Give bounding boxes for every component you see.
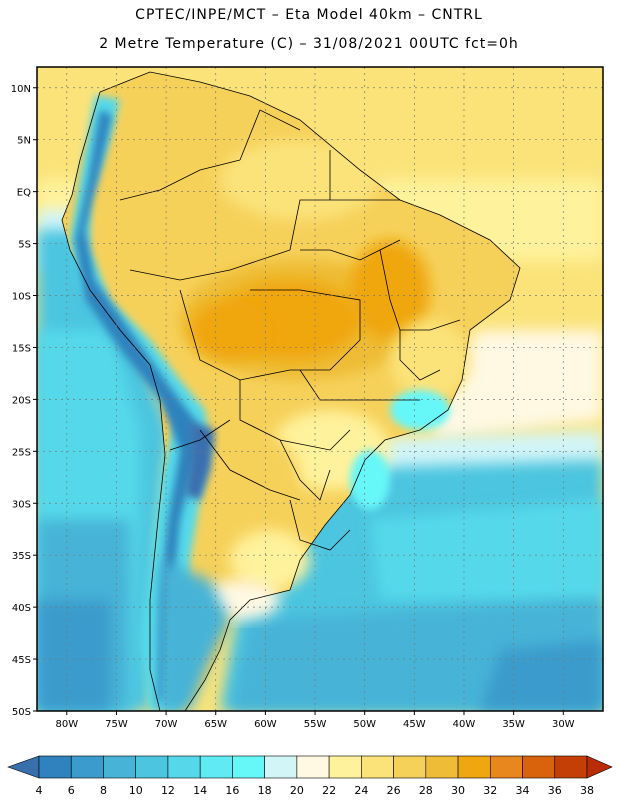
lat-label: 30S — [12, 499, 31, 510]
colorbar-swatch — [328, 755, 362, 779]
colorbar-tick-label: 28 — [419, 784, 433, 797]
colorbar-swatch — [103, 755, 137, 779]
longitude-labels: 80W 75W 70W 65W 60W 55W 50W 45W 40W 35W 30W — [55, 711, 575, 730]
temperature-field — [37, 67, 603, 711]
colorbar-tick-label: 32 — [483, 784, 497, 797]
lat-label: 20S — [12, 395, 31, 406]
lon-label: 40W — [453, 719, 476, 730]
lat-label: 25S — [12, 447, 31, 458]
colorbar-tick-label: 22 — [322, 784, 336, 797]
lat-label: 10S — [12, 292, 31, 303]
colorbar: 4 6 8 10 12 14 16 18 20 22 24 26 28 30 32 34 36 38 — [7, 755, 613, 797]
lat-label: 35S — [12, 551, 31, 562]
lat-label: 40S — [12, 603, 31, 614]
map-frame — [36, 66, 604, 712]
colorbar-swatch — [296, 755, 330, 779]
colorbar-swatch — [167, 755, 201, 779]
colorbar-tick-label: 16 — [225, 784, 239, 797]
lon-label: 80W — [55, 719, 78, 730]
colorbar-tick-label: 26 — [387, 784, 401, 797]
colorbar-tick-label: 10 — [129, 784, 143, 797]
colorbar-swatch — [393, 755, 427, 779]
colorbar-swatch — [38, 755, 72, 779]
colorbar-tick-label: 12 — [161, 784, 175, 797]
graticule — [37, 67, 603, 711]
colorbar-under-arrow — [7, 755, 40, 779]
colorbar-tick-label: 36 — [548, 784, 562, 797]
map-title: CPTEC/INPE/MCT – Eta Model 40km – CNTRL — [135, 7, 483, 23]
lon-label: 50W — [353, 719, 376, 730]
colorbar-swatch — [554, 755, 588, 779]
colorbar-tick-label: 30 — [451, 784, 465, 797]
lat-label: 10N — [11, 84, 31, 95]
colorbar-tick-label: 18 — [258, 784, 272, 797]
lat-label: 50S — [12, 707, 31, 718]
colorbar-swatch — [489, 755, 523, 779]
lon-label: 35W — [502, 719, 525, 730]
lon-label: 70W — [155, 719, 178, 730]
lon-label: 75W — [105, 719, 128, 730]
colorbar-swatch — [70, 755, 104, 779]
colorbar-over-arrow — [586, 755, 613, 779]
lat-label: 5S — [18, 240, 31, 251]
colorbar-swatch — [264, 755, 298, 779]
colorbar-tick-label: 24 — [354, 784, 368, 797]
colorbar-swatch — [457, 755, 491, 779]
lat-label: 5N — [17, 136, 31, 147]
colorbar-swatch — [135, 755, 169, 779]
colorbar-swatch — [232, 755, 265, 779]
lon-label: 65W — [204, 719, 227, 730]
colorbar-swatch — [425, 755, 459, 779]
latitude-labels: 10N 5N EQ 5S 10S 15S 20S 25S 30S 35S 40S 45S 50S — [11, 84, 37, 718]
colorbar-tick-label: 4 — [36, 784, 43, 797]
colorbar-tick-label: 6 — [68, 784, 75, 797]
lat-label: EQ — [17, 188, 31, 199]
lon-label: 60W — [254, 719, 277, 730]
lon-label: 55W — [304, 719, 327, 730]
colorbar-tick-label: 38 — [580, 784, 594, 797]
colorbar-swatch — [361, 755, 394, 779]
colorbar-tick-label: 20 — [290, 784, 304, 797]
colorbar-swatch — [199, 755, 233, 779]
colorbar-tick-label: 8 — [100, 784, 107, 797]
colorbar-swatch — [522, 755, 556, 779]
lon-label: 45W — [403, 719, 426, 730]
map-subtitle: 2 Metre Temperature (C) – 31/08/2021 00U… — [99, 36, 519, 52]
lon-label: 30W — [552, 719, 575, 730]
colorbar-tick-label: 34 — [516, 784, 530, 797]
lat-label: 15S — [12, 343, 31, 354]
lat-label: 45S — [12, 655, 31, 666]
colorbar-tick-label: 14 — [193, 784, 207, 797]
